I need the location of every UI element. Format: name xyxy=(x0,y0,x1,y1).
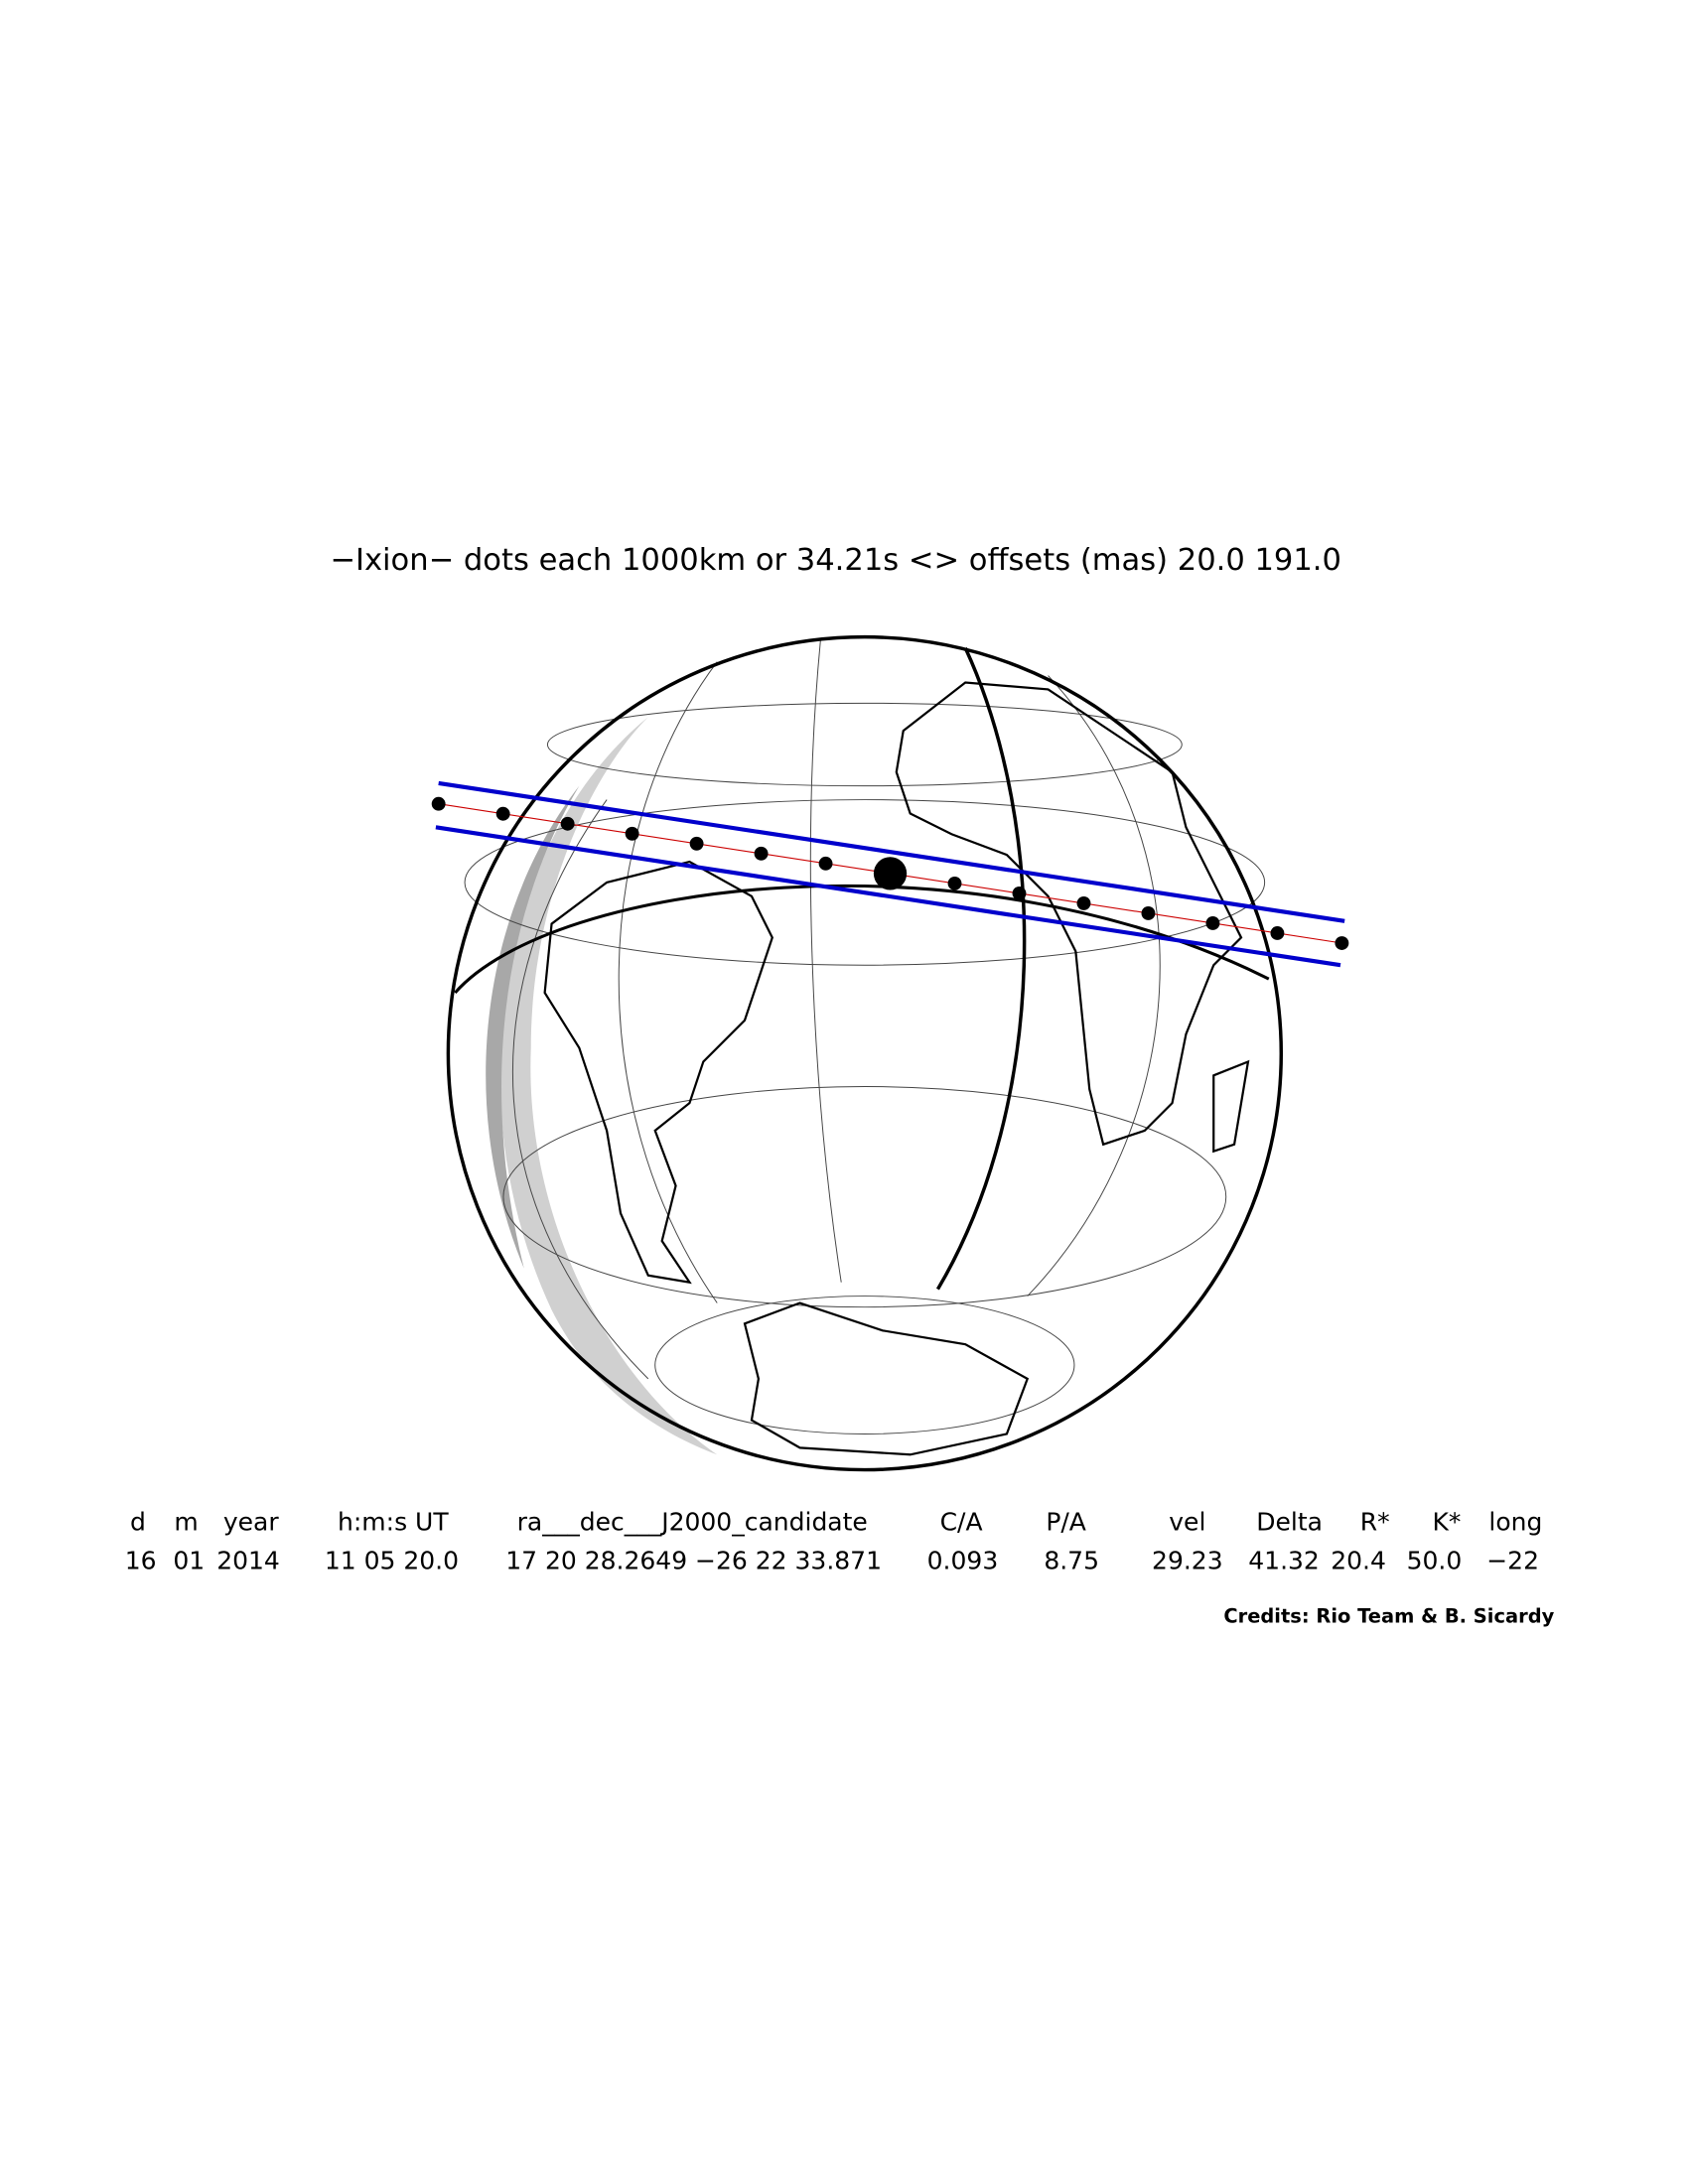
cell: 8.75 xyxy=(1044,1547,1099,1575)
cell: 29.23 xyxy=(1152,1547,1223,1575)
title: −Ixion− dots each 1000km or 34.21s <> of… xyxy=(330,543,1341,578)
globe-outline xyxy=(446,634,1284,1472)
column-header: d xyxy=(130,1508,146,1537)
meridian xyxy=(1027,675,1161,1297)
time-dots xyxy=(431,796,1349,950)
cell: 50.0 xyxy=(1407,1547,1463,1575)
parallel xyxy=(464,799,1266,966)
terminator-line xyxy=(454,885,1270,995)
dot xyxy=(1205,916,1220,930)
dot xyxy=(818,856,833,871)
column-header: long xyxy=(1488,1508,1542,1537)
cell: 41.32 xyxy=(1248,1547,1320,1575)
dot xyxy=(947,876,962,890)
dot xyxy=(625,826,639,841)
antarctica xyxy=(743,1301,1030,1456)
globe xyxy=(446,634,1284,1472)
dot xyxy=(560,816,575,831)
twilight-shade xyxy=(486,785,580,1269)
africa xyxy=(895,681,1243,1147)
cell: −22 xyxy=(1486,1547,1539,1575)
dot xyxy=(431,796,446,811)
cell: 0.093 xyxy=(927,1547,999,1575)
south-america xyxy=(543,860,774,1285)
cell: 20.4 xyxy=(1331,1547,1386,1575)
column-header: h:m:s UT xyxy=(338,1508,449,1537)
madagascar xyxy=(1212,1059,1250,1154)
map-content: −Ixion− dots each 1000km or 34.21s <> of… xyxy=(125,543,1555,1628)
column-header: Delta xyxy=(1256,1508,1323,1537)
central-dot xyxy=(873,857,908,890)
dot xyxy=(1335,936,1349,950)
cell: 01 xyxy=(173,1547,205,1575)
cell: 11 05 20.0 xyxy=(325,1547,459,1575)
cell: 16 xyxy=(125,1547,157,1575)
parallel xyxy=(546,702,1183,787)
dot xyxy=(1012,886,1027,900)
globe-disk xyxy=(448,636,1282,1470)
column-header: R* xyxy=(1360,1508,1390,1537)
event-table: d m year h:m:s UT ra___dec___J2000_candidate… xyxy=(125,1508,1543,1575)
shadow-limit-south xyxy=(435,825,1341,968)
dot xyxy=(689,836,704,851)
dot xyxy=(495,806,510,821)
cell: 17 20 28.2649 −26 22 33.871 xyxy=(505,1547,882,1575)
dot xyxy=(1270,926,1285,940)
column-header: ra___dec___J2000_candidate xyxy=(517,1508,868,1537)
cell: 2014 xyxy=(216,1547,280,1575)
column-header: vel xyxy=(1169,1508,1205,1537)
column-header: m xyxy=(174,1508,198,1537)
meridian xyxy=(511,799,649,1380)
dot xyxy=(1141,906,1156,920)
shadow-limit-north xyxy=(438,780,1345,923)
dot xyxy=(1076,895,1091,910)
column-header: year xyxy=(223,1508,279,1537)
meridian xyxy=(618,661,718,1303)
column-header: C/A xyxy=(940,1508,983,1537)
credits: Credits: Rio Team & B. Sicardy xyxy=(1223,1605,1554,1628)
night-shade xyxy=(499,717,718,1455)
column-header: K* xyxy=(1433,1508,1462,1537)
meridian xyxy=(809,639,842,1283)
column-header: P/A xyxy=(1046,1508,1086,1537)
meridian-bold xyxy=(935,647,1027,1291)
dot xyxy=(754,846,769,861)
parallel xyxy=(654,1296,1075,1434)
parallel xyxy=(502,1085,1227,1308)
